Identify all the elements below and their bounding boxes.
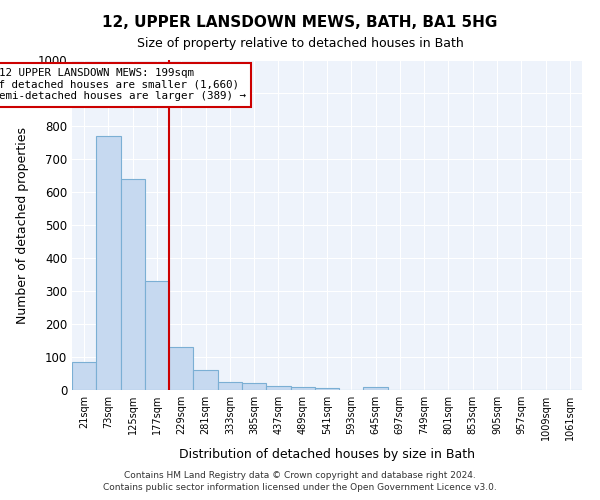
Text: Contains HM Land Registry data © Crown copyright and database right 2024.
Contai: Contains HM Land Registry data © Crown c… xyxy=(103,471,497,492)
Bar xyxy=(145,281,169,390)
Y-axis label: Number of detached properties: Number of detached properties xyxy=(16,126,29,324)
Bar xyxy=(218,382,242,390)
Text: 12 UPPER LANSDOWN MEWS: 199sqm
← 81% of detached houses are smaller (1,660)
19% : 12 UPPER LANSDOWN MEWS: 199sqm ← 81% of … xyxy=(0,68,246,102)
Text: 12, UPPER LANSDOWN MEWS, BATH, BA1 5HG: 12, UPPER LANSDOWN MEWS, BATH, BA1 5HG xyxy=(103,15,497,30)
Bar xyxy=(315,388,339,390)
Bar xyxy=(290,388,315,390)
X-axis label: Distribution of detached houses by size in Bath: Distribution of detached houses by size … xyxy=(179,448,475,462)
Bar xyxy=(193,370,218,390)
Bar xyxy=(72,362,96,390)
Bar xyxy=(121,179,145,390)
Bar xyxy=(96,136,121,390)
Bar xyxy=(364,386,388,390)
Bar xyxy=(242,384,266,390)
Bar xyxy=(266,386,290,390)
Bar xyxy=(169,347,193,390)
Text: Size of property relative to detached houses in Bath: Size of property relative to detached ho… xyxy=(137,38,463,51)
